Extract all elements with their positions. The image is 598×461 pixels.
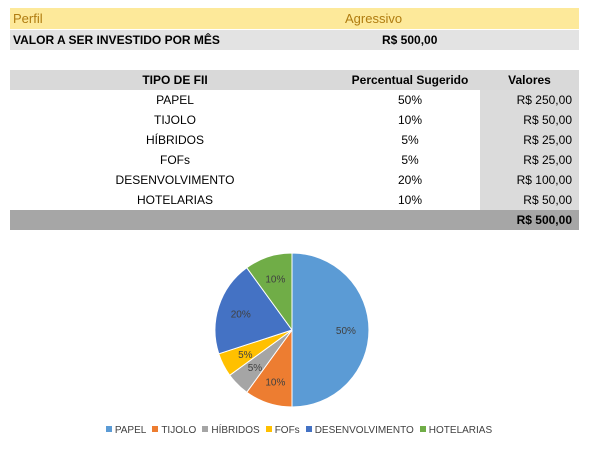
pie-data-label: 5% bbox=[248, 363, 263, 374]
legend-swatch bbox=[420, 426, 426, 432]
legend-item: HOTELARIAS bbox=[420, 425, 492, 436]
legend-item: HÍBRIDOS bbox=[202, 425, 259, 436]
pie-data-label: 50% bbox=[336, 326, 356, 337]
legend-label: HÍBRIDOS bbox=[211, 425, 259, 436]
legend-swatch bbox=[106, 426, 112, 432]
legend-item: PAPEL bbox=[106, 425, 147, 436]
legend-item: DESENVOLVIMENTO bbox=[306, 425, 414, 436]
pie-data-label: 10% bbox=[265, 275, 285, 286]
pie-slice-papel bbox=[292, 253, 369, 407]
legend-swatch bbox=[202, 426, 208, 432]
pie-data-label: 20% bbox=[231, 309, 251, 320]
pie-data-label: 5% bbox=[238, 350, 253, 361]
legend-label: TIJOLO bbox=[161, 425, 196, 436]
legend-item: FOFs bbox=[266, 425, 300, 436]
legend-label: FOFs bbox=[275, 425, 300, 436]
pie-data-label: 10% bbox=[265, 377, 285, 388]
legend-label: DESENVOLVIMENTO bbox=[315, 425, 414, 436]
legend-swatch bbox=[152, 426, 158, 432]
legend-swatch bbox=[266, 426, 272, 432]
chart-legend: PAPEL TIJOLO HÍBRIDOS FOFs DESENVOLVIMENTO HO… bbox=[0, 425, 598, 436]
legend-item: TIJOLO bbox=[152, 425, 196, 436]
legend-swatch bbox=[306, 426, 312, 432]
legend-label: PAPEL bbox=[115, 425, 147, 436]
legend-label: HOTELARIAS bbox=[429, 425, 492, 436]
